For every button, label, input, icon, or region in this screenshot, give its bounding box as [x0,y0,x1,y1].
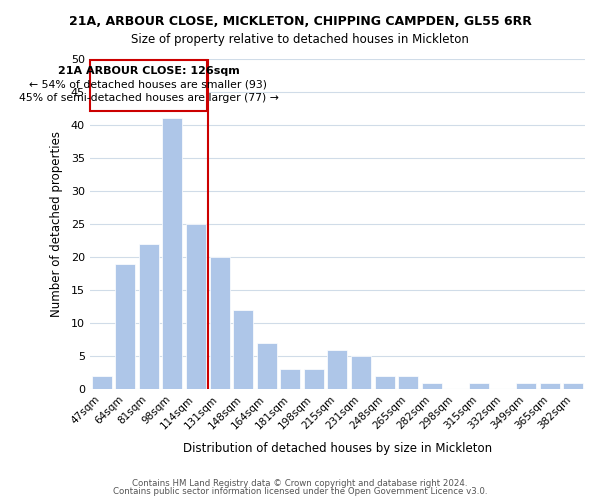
Bar [139,244,159,389]
Text: 21A, ARBOUR CLOSE, MICKLETON, CHIPPING CAMPDEN, GL55 6RR: 21A, ARBOUR CLOSE, MICKLETON, CHIPPING C… [68,15,532,28]
Bar [209,257,230,389]
Bar [257,343,277,389]
Bar [91,60,206,110]
Bar [233,310,253,389]
Bar [374,376,395,389]
Bar [328,350,347,389]
Bar [563,382,583,389]
Bar [186,224,206,389]
Text: 21A ARBOUR CLOSE: 126sqm: 21A ARBOUR CLOSE: 126sqm [58,66,239,76]
Bar [469,382,489,389]
Text: 45% of semi-detached houses are larger (77) →: 45% of semi-detached houses are larger (… [19,94,278,104]
Text: Contains HM Land Registry data © Crown copyright and database right 2024.: Contains HM Land Registry data © Crown c… [132,478,468,488]
Bar [92,376,112,389]
Text: ← 54% of detached houses are smaller (93): ← 54% of detached houses are smaller (93… [29,80,268,90]
Bar [516,382,536,389]
Bar [280,370,301,389]
Y-axis label: Number of detached properties: Number of detached properties [50,131,62,317]
Bar [163,118,182,389]
Bar [351,356,371,389]
Bar [398,376,418,389]
Bar [539,382,560,389]
Bar [304,370,324,389]
X-axis label: Distribution of detached houses by size in Mickleton: Distribution of detached houses by size … [183,442,492,455]
Bar [422,382,442,389]
Text: Contains public sector information licensed under the Open Government Licence v3: Contains public sector information licen… [113,487,487,496]
Text: Size of property relative to detached houses in Mickleton: Size of property relative to detached ho… [131,32,469,46]
Bar [115,264,135,389]
